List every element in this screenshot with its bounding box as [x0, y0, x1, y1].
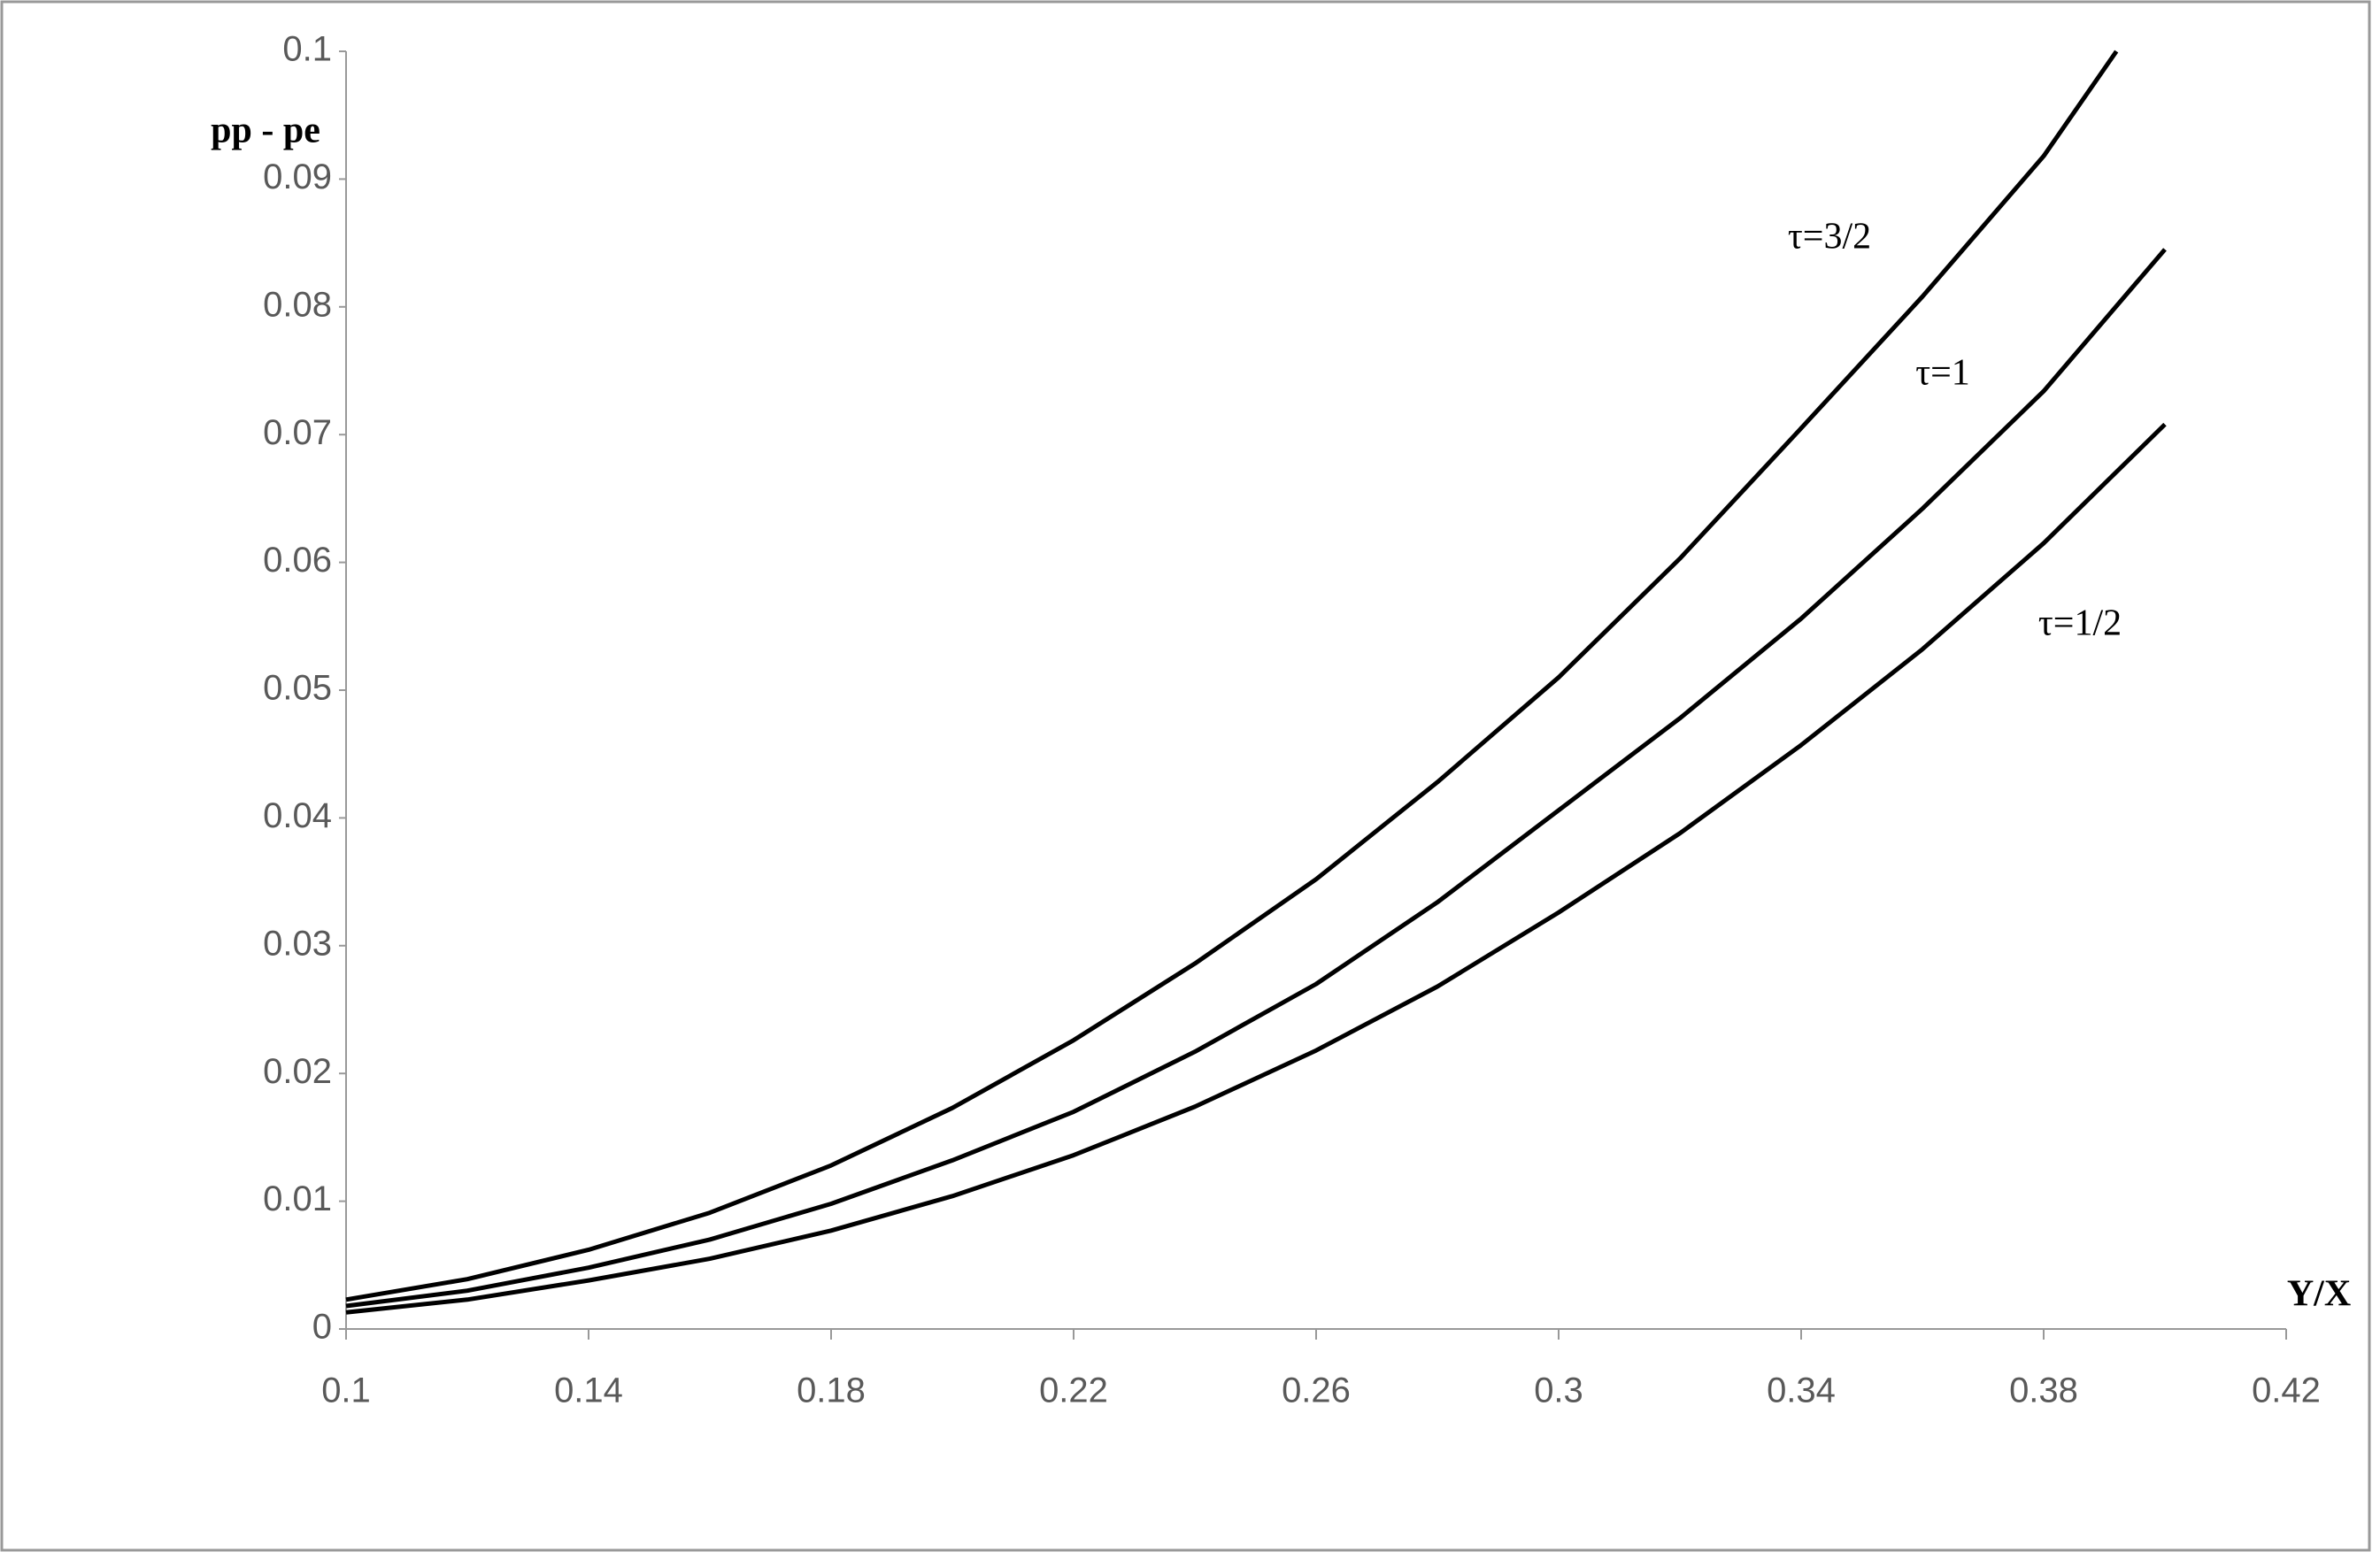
y-tick-label: 0.08	[263, 285, 332, 324]
x-tick-label: 0.26	[1282, 1371, 1351, 1410]
x-tick-label: 0.14	[554, 1371, 623, 1410]
x-tick-label: 0.38	[2009, 1371, 2078, 1410]
series-line	[345, 248, 2167, 1309]
x-tick-label: 0.42	[2252, 1371, 2321, 1410]
y-tick-label: 0.01	[263, 1179, 332, 1218]
x-tick-label: 0.18	[797, 1371, 866, 1410]
x-tick-label: 0.1	[321, 1371, 371, 1410]
series-line	[345, 422, 2167, 1315]
y-tick-label: 0.07	[263, 413, 332, 452]
x-tick-label: 0.34	[1767, 1371, 1836, 1410]
series-label: τ=3/2	[1788, 217, 1871, 257]
series-line	[345, 50, 2119, 1302]
x-tick-label: 0.22	[1039, 1371, 1108, 1410]
x-axis-label: Y/X	[2287, 1274, 2351, 1315]
y-tick-label: 0.03	[263, 924, 332, 963]
y-tick-label: 0.1	[282, 30, 332, 69]
x-tick-label: 0.3	[1534, 1371, 1583, 1410]
y-tick-label: 0.02	[263, 1052, 332, 1091]
y-tick-label: 0.06	[263, 541, 332, 580]
y-tick-label: 0.04	[263, 796, 332, 835]
y-axis-label: pp - pe	[211, 111, 320, 151]
y-tick-label: 0	[312, 1308, 332, 1347]
series-label: τ=1	[1915, 353, 1970, 394]
y-tick-label: 0.05	[263, 669, 332, 708]
series-label: τ=1/2	[2038, 603, 2122, 644]
y-tick-label: 0.09	[263, 157, 332, 196]
